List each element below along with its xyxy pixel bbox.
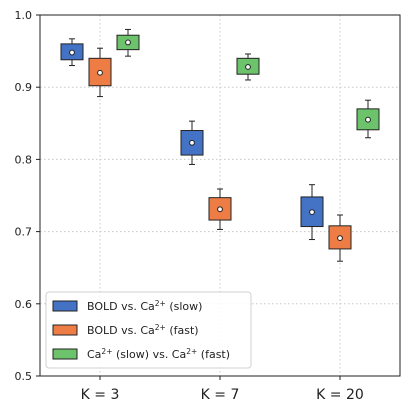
box-1-2 xyxy=(328,214,352,262)
y-tick-label: 0.9 xyxy=(15,81,33,94)
legend-swatch xyxy=(52,324,78,336)
mean-marker xyxy=(69,49,75,56)
box-series-1 xyxy=(88,47,352,262)
x-tick-label: K = 7 xyxy=(201,387,240,403)
box-0-1 xyxy=(180,120,204,165)
box-series-0 xyxy=(60,38,324,241)
box-series-group xyxy=(60,28,380,262)
mean-marker xyxy=(97,69,103,76)
box-1-1 xyxy=(208,188,232,230)
legend-item-0: BOLD vs. Ca2+ (slow) xyxy=(52,299,202,313)
mean-marker xyxy=(365,116,371,123)
mean-marker xyxy=(217,206,223,213)
mean-marker xyxy=(309,209,315,216)
box-2-1 xyxy=(236,53,260,81)
x-tick-label: K = 3 xyxy=(81,387,120,403)
box-0-2 xyxy=(300,184,324,241)
x-axis: K = 3 K = 7 K = 20 xyxy=(81,376,364,403)
legend-item-2: Ca2+ (slow) vs. Ca2+ (fast) xyxy=(52,347,230,361)
legend-swatch xyxy=(52,300,78,312)
legend-label: Ca2+ (slow) vs. Ca2+ (fast) xyxy=(87,347,230,361)
box-1-0 xyxy=(88,47,112,98)
x-tick-label: K = 20 xyxy=(316,387,364,403)
y-axis: 0.5 0.6 0.7 0.8 0.9 1.0 xyxy=(15,9,40,383)
legend-swatch xyxy=(52,348,78,360)
legend-label: BOLD vs. Ca2+ (slow) xyxy=(87,299,202,313)
box-2-0 xyxy=(116,28,140,57)
y-tick-label: 0.7 xyxy=(15,226,33,239)
y-tick-label: 0.6 xyxy=(15,298,33,311)
mean-marker xyxy=(189,139,195,146)
legend-label: BOLD vs. Ca2+ (fast) xyxy=(87,323,199,337)
legend-item-1: BOLD vs. Ca2+ (fast) xyxy=(52,323,199,337)
legend: BOLD vs. Ca2+ (slow) BOLD vs. Ca2+ (fast)… xyxy=(45,291,252,369)
legend-frame xyxy=(45,291,252,369)
box-2-2 xyxy=(356,99,380,139)
y-tick-label: 0.8 xyxy=(15,153,33,166)
y-tick-label: 0.5 xyxy=(15,370,33,383)
y-tick-label: 1.0 xyxy=(15,9,33,22)
box-series-2 xyxy=(116,28,380,139)
box-0-0 xyxy=(60,38,84,67)
mean-marker xyxy=(245,64,251,70)
mean-marker xyxy=(125,39,131,46)
mean-marker xyxy=(337,235,343,241)
